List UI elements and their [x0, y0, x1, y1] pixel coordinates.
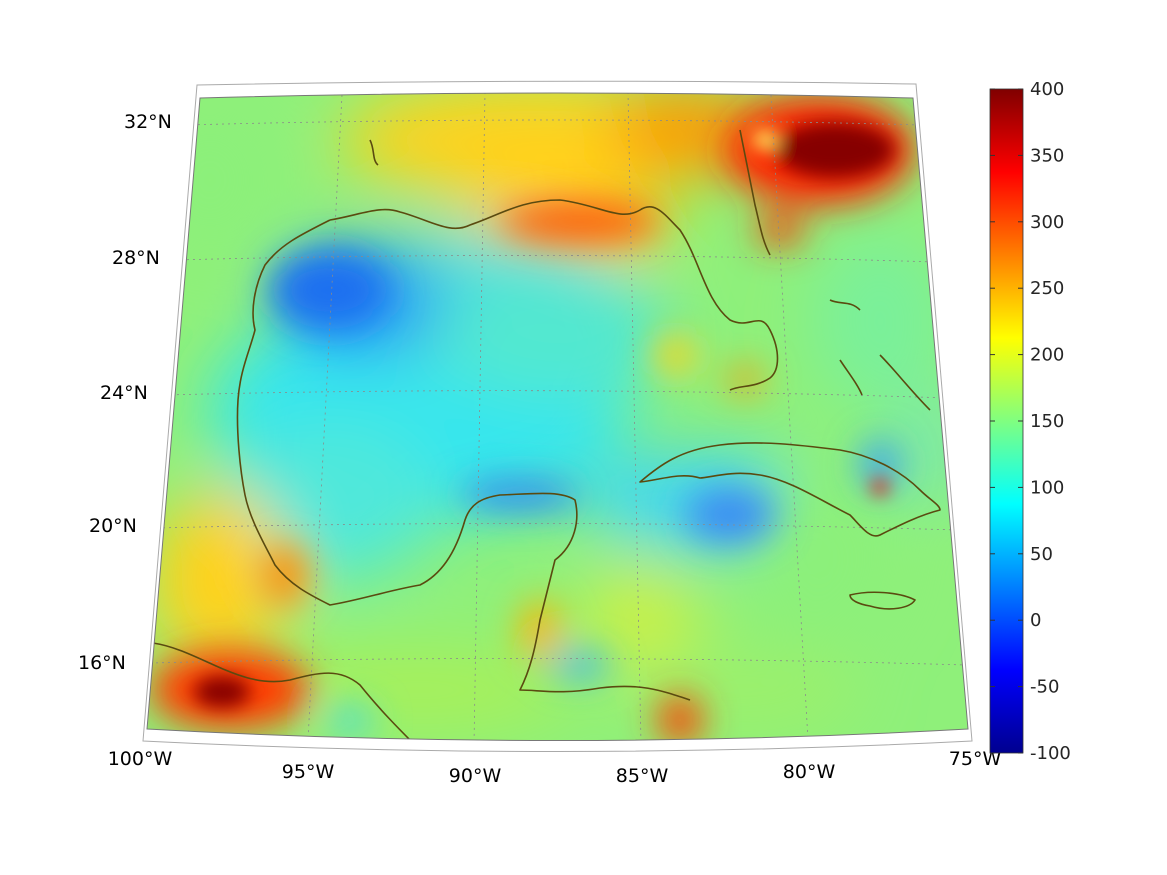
colorbar-ticks: 400 350 300 250 200 150 100 50 0 -50 -100	[990, 79, 1071, 764]
lat-label-28: 28°N	[112, 247, 160, 269]
lon-label-90w: 90°W	[449, 765, 502, 787]
lon-label-95w: 95°W	[282, 761, 335, 783]
colorbar-tick-label: 300	[1030, 212, 1064, 233]
colorbar-tick-label: 0	[1030, 610, 1041, 631]
lon-label-85w: 85°W	[616, 765, 669, 787]
colorbar-gradient	[989, 88, 1024, 754]
lat-label-20: 20°N	[89, 515, 137, 537]
colorbar: 400 350 300 250 200 150 100 50 0 -50 -100	[989, 79, 1071, 764]
map-frame-outer	[142, 80, 973, 752]
lon-label-80w: 80°W	[783, 761, 836, 783]
graticule	[149, 93, 967, 741]
lat-label-16: 16°N	[78, 652, 126, 674]
colorbar-tick-label: 350	[1030, 145, 1064, 166]
colorbar-tick-label: 50	[1030, 544, 1053, 565]
colorbar-tick-label: -100	[1030, 743, 1071, 764]
lon-labels: 100°W 95°W 90°W 85°W 80°W 75°W	[108, 748, 1002, 787]
lon-label-75w: 75°W	[949, 748, 1002, 770]
colorbar-tick-label: 250	[1030, 278, 1064, 299]
lat-labels: 32°N 28°N 24°N 20°N 16°N	[78, 111, 172, 674]
lat-label-24: 24°N	[100, 382, 148, 404]
colorbar-tick-label: 200	[1030, 345, 1064, 366]
colorbar-tick-label: 400	[1030, 79, 1064, 100]
colorbar-tick-label: 100	[1030, 477, 1064, 498]
colorbar-tick-label: -50	[1030, 677, 1059, 698]
coastlines	[152, 129, 941, 741]
map-frame	[146, 92, 969, 741]
lon-label-100w: 100°W	[108, 748, 173, 770]
colorbar-tick-label: 150	[1030, 411, 1064, 432]
data-field	[147, 93, 968, 741]
lat-label-32: 32°N	[124, 111, 172, 133]
